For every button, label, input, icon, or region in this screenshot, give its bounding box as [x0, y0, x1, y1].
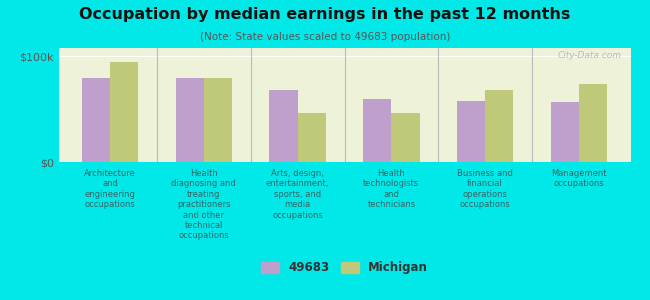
- Legend: 49683, Michigan: 49683, Michigan: [256, 257, 433, 279]
- Bar: [457, 101, 485, 162]
- Text: Occupation by median earnings in the past 12 months: Occupation by median earnings in the pas…: [79, 8, 571, 22]
- Text: City-Data.com: City-Data.com: [558, 51, 622, 60]
- Text: (Note: State values scaled to 49683 population): (Note: State values scaled to 49683 popu…: [200, 32, 450, 41]
- Bar: [298, 113, 326, 162]
- Bar: [551, 102, 579, 162]
- Bar: [110, 62, 138, 162]
- Bar: [204, 78, 232, 162]
- Bar: [485, 90, 514, 162]
- Bar: [391, 113, 419, 162]
- Bar: [82, 78, 110, 162]
- Bar: [270, 90, 298, 162]
- Bar: [176, 78, 204, 162]
- Bar: [579, 84, 607, 162]
- Bar: [363, 99, 391, 162]
